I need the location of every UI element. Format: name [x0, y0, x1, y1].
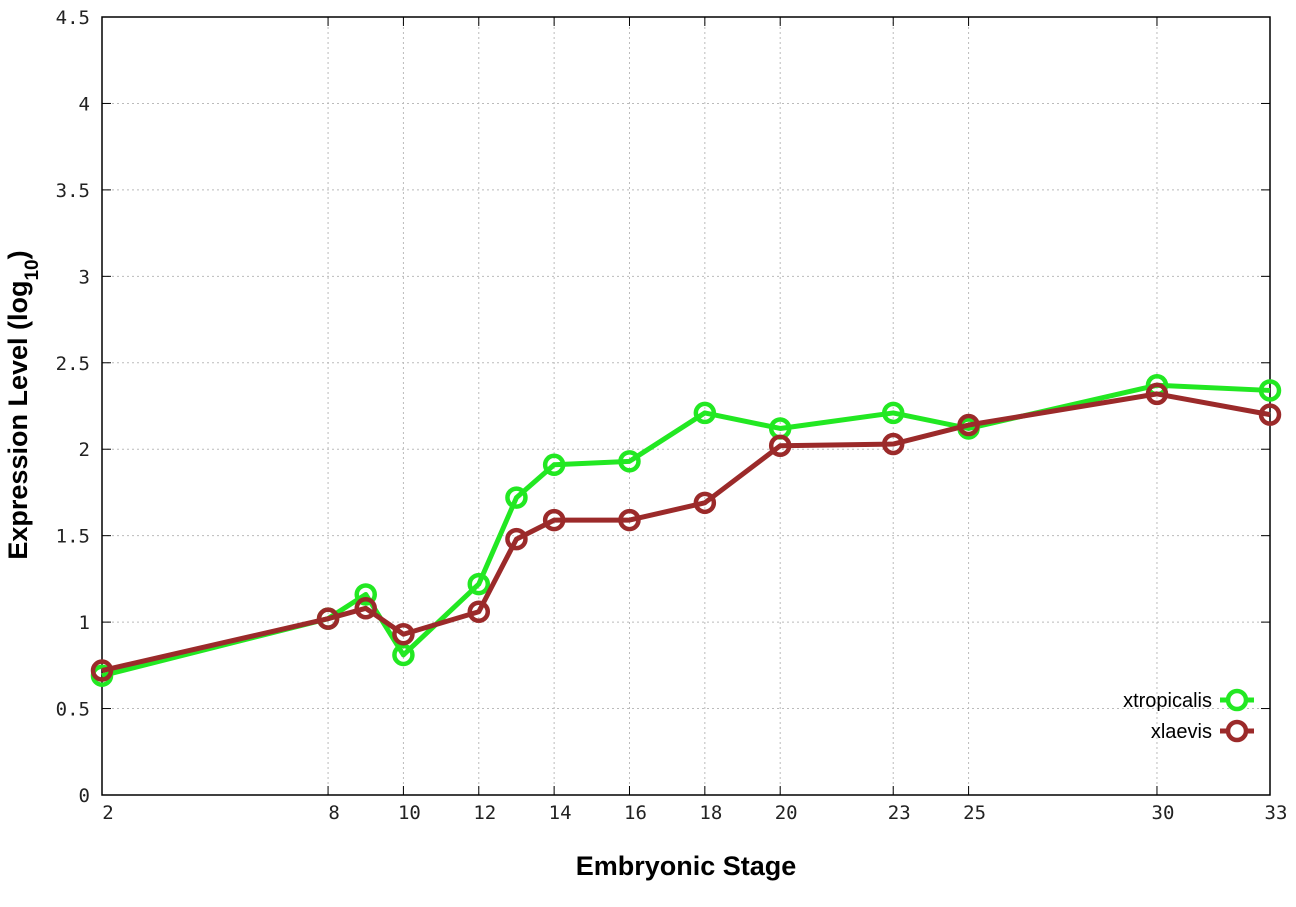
y-tick-label: 3: [79, 266, 90, 288]
data-point-xtropicalis: [467, 572, 491, 596]
data-point-xtropicalis: [1258, 379, 1282, 402]
series-xtropicalis: [90, 374, 1282, 687]
data-point-xtropicalis: [693, 401, 717, 425]
y-tick-label: 1: [79, 612, 90, 634]
data-point-xlaevis: [618, 508, 641, 532]
data-point-xlaevis: [957, 413, 980, 437]
legend-marker-xlaevis: [1225, 719, 1249, 743]
y-tick-label: 4: [79, 93, 90, 115]
y-tick-label: 1.5: [56, 526, 90, 548]
y-tick-label: 3.5: [56, 180, 90, 202]
data-point-xlaevis: [316, 607, 340, 630]
x-tick-label: 23: [888, 802, 911, 824]
data-point-xtropicalis: [881, 401, 905, 425]
data-point-xlaevis: [354, 597, 377, 620]
x-tick-label: 10: [398, 802, 421, 824]
x-axis-label: Embryonic Stage: [576, 851, 797, 881]
y-tick-label: 0: [79, 785, 90, 807]
x-tick-label: 20: [775, 802, 798, 824]
data-point-xtropicalis: [354, 583, 377, 606]
legend: xtropicalis xlaevis: [1123, 688, 1254, 743]
data-point-xlaevis: [881, 432, 905, 456]
x-tick-label: 16: [624, 802, 647, 824]
series-group: [90, 374, 1282, 687]
x-tick-label: 2: [102, 802, 113, 824]
y-tick-label: 2: [79, 439, 90, 461]
data-point-xlaevis: [467, 600, 491, 623]
x-tick-label: 12: [473, 802, 496, 824]
legend-label-xtropicalis: xtropicalis: [1123, 690, 1212, 712]
data-point-xlaevis: [1258, 403, 1282, 426]
x-tick-label: 30: [1152, 802, 1175, 824]
data-point-xlaevis: [542, 508, 566, 532]
data-point-xlaevis: [768, 434, 792, 458]
x-tick-label: 33: [1265, 802, 1288, 824]
ticks: 0 0.5 1 1.5 2 2.5 3 3.5 4 4.5 2 8 10 12 14 16 18 20 23 25 30…: [56, 7, 1288, 824]
x-tick-label: 14: [549, 802, 572, 824]
data-point-xlaevis: [392, 622, 415, 646]
data-point-xtropicalis: [392, 643, 415, 667]
y-tick-label: 0.5: [56, 699, 90, 721]
series-xlaevis: [90, 382, 1282, 682]
x-tick-label: 18: [699, 802, 722, 824]
data-point-xtropicalis: [505, 486, 528, 509]
data-point-xlaevis: [90, 659, 114, 682]
data-point-xtropicalis: [542, 453, 566, 477]
data-point-xlaevis: [505, 527, 528, 551]
y-tick-label: 2.5: [56, 353, 90, 375]
x-tick-label: 8: [328, 802, 339, 824]
data-point-xlaevis: [1145, 382, 1169, 406]
x-tick-label: 25: [963, 802, 986, 824]
legend-label-xlaevis: xlaevis: [1151, 721, 1212, 743]
legend-marker-xtropicalis: [1225, 688, 1249, 712]
y-axis-label: Expression Level (log10): [3, 250, 43, 559]
series-line-xlaevis: [101, 391, 1271, 673]
data-point-xtropicalis: [618, 450, 641, 473]
data-point-xlaevis: [693, 491, 717, 515]
y-tick-label: 4.5: [56, 7, 90, 29]
